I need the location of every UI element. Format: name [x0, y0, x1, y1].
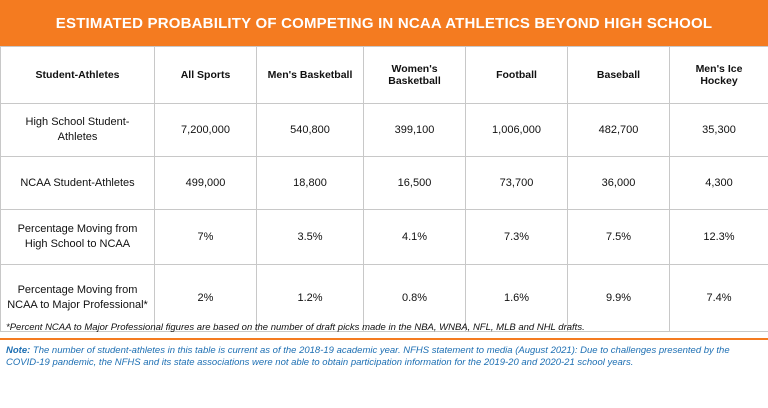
header-football: Football: [465, 46, 568, 104]
table-cell: 399,100: [363, 103, 466, 157]
table-title: ESTIMATED PROBABILITY OF COMPETING IN NC…: [0, 0, 768, 46]
note-label: Note:: [6, 345, 31, 356]
note-text: The number of student-athletes in this t…: [6, 345, 730, 368]
footnote: *Percent NCAA to Major Professional figu…: [6, 322, 585, 333]
row-label: High School Student-Athletes: [0, 103, 155, 157]
table-cell: 36,000: [567, 156, 670, 210]
table-row: High School Student-Athletes 7,200,000 5…: [0, 103, 768, 157]
header-all-sports: All Sports: [154, 46, 257, 104]
table-cell: 7.3%: [465, 209, 568, 265]
table-cell: 35,300: [669, 103, 768, 157]
table-row: Percentage Moving from NCAA to Major Pro…: [0, 264, 768, 332]
table-cell: 73,700: [465, 156, 568, 210]
table-cell: 1.2%: [256, 264, 364, 332]
header-row: Student-Athletes All Sports Men's Basket…: [0, 46, 768, 104]
probability-table: Student-Athletes All Sports Men's Basket…: [0, 46, 768, 332]
table-cell: 7.4%: [669, 264, 768, 332]
table-cell: 1,006,000: [465, 103, 568, 157]
table-cell: 16,500: [363, 156, 466, 210]
header-mens-ice-hockey: Men's Ice Hockey: [669, 46, 768, 104]
divider: [0, 338, 768, 340]
header-baseball: Baseball: [567, 46, 670, 104]
row-label: Percentage Moving from High School to NC…: [0, 209, 155, 265]
table-cell: 3.5%: [256, 209, 364, 265]
header-mens-basketball: Men's Basketball: [256, 46, 364, 104]
table-cell: 482,700: [567, 103, 670, 157]
header-womens-basketball: Women's Basketball: [363, 46, 466, 104]
table-cell: 7,200,000: [154, 103, 257, 157]
table-cell: 7.5%: [567, 209, 670, 265]
header-student-athletes: Student-Athletes: [0, 46, 155, 104]
table-cell: 18,800: [256, 156, 364, 210]
row-label: NCAA Student-Athletes: [0, 156, 155, 210]
table-cell: 4.1%: [363, 209, 466, 265]
table-cell: 7%: [154, 209, 257, 265]
table-cell: 2%: [154, 264, 257, 332]
table-cell: 499,000: [154, 156, 257, 210]
table-cell: 540,800: [256, 103, 364, 157]
table-row: NCAA Student-Athletes 499,000 18,800 16,…: [0, 156, 768, 210]
table-cell: 9.9%: [567, 264, 670, 332]
row-label: Percentage Moving from NCAA to Major Pro…: [0, 264, 155, 332]
table-row: Percentage Moving from High School to NC…: [0, 209, 768, 265]
table-cell: 4,300: [669, 156, 768, 210]
note: Note: The number of student-athletes in …: [6, 345, 762, 369]
table-cell: 12.3%: [669, 209, 768, 265]
